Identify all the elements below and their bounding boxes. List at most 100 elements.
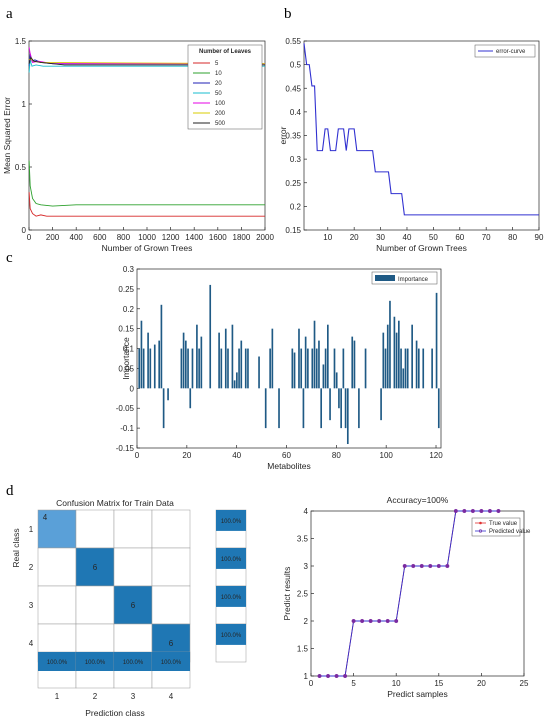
confusion-matrix: Confusion Matrix for Train Data416263641… [11, 498, 247, 718]
col-summary-value: 100.0% [47, 660, 68, 666]
importance-bar [184, 340, 187, 389]
series-line-5 [28, 192, 265, 217]
importance-bar [411, 324, 413, 389]
x-tick-label: 1800 [233, 233, 251, 242]
predicted-point [368, 618, 373, 624]
importance-bar [180, 348, 183, 389]
predicted-point [428, 563, 433, 569]
x-tick-label: 30 [376, 233, 385, 242]
panel-letter-b: b [284, 6, 292, 22]
y-tick-label: 0.45 [285, 84, 301, 93]
x-tick-label: 0 [135, 451, 140, 460]
cm-cell [37, 585, 77, 625]
row-summary-fill [216, 624, 246, 645]
chart-title: Accuracy=100% [387, 495, 449, 505]
row-summary-value: 100.0% [221, 557, 242, 563]
importance-bar [320, 388, 323, 429]
importance-chart: 0 20 40 60 80 100 120 -0.15 -0.1 -0.05 0 0.05 0.1 0.1… [116, 265, 443, 471]
importance-bar [167, 388, 169, 401]
x-tick-label: 2000 [256, 233, 274, 242]
importance-bar [278, 388, 280, 429]
importance-bar [353, 340, 356, 389]
importance-bar [209, 284, 212, 389]
importance-bar [342, 348, 345, 389]
importance-bar [380, 388, 382, 421]
predicted-point [462, 508, 467, 514]
importance-bar [187, 348, 189, 389]
predicted-point [487, 508, 492, 514]
y-tick-label: 0.3 [290, 155, 302, 164]
legend-marker [479, 521, 482, 525]
x-tick-label: 90 [535, 233, 544, 242]
importance-bar [417, 348, 420, 389]
x-tick-label: 60 [455, 233, 464, 242]
col-summary-value: 100.0% [123, 660, 144, 666]
y-tick-label: 0.2 [123, 305, 135, 314]
x-axis-label: Number of Grown Trees [376, 243, 467, 253]
x-tick-label: 120 [429, 451, 443, 460]
true-value-line [319, 510, 499, 677]
importance-bar [318, 340, 320, 389]
col-summary-value: 100.0% [85, 660, 106, 666]
legend-label: Importance [398, 277, 429, 283]
x-tick-label: 200 [46, 233, 60, 242]
col-class-label: 4 [169, 692, 174, 701]
predicted-point [411, 563, 416, 569]
importance-bar [191, 348, 194, 389]
predicted-point [445, 563, 450, 569]
importance-bar [435, 292, 438, 389]
x-tick-label: 0 [309, 679, 314, 688]
importance-bar [393, 316, 396, 389]
legend-box [474, 44, 536, 58]
y-tick-label: 0.4 [290, 108, 302, 117]
row-summary-fill [216, 586, 246, 607]
legend-marker [478, 529, 483, 533]
row-class-label: 1 [29, 525, 34, 534]
y-tick-label: 3 [304, 562, 309, 571]
y-tick-label: 0.25 [285, 179, 301, 188]
predicted-point [325, 673, 331, 679]
x-tick-label: 50 [429, 233, 438, 242]
predicted-point [470, 508, 475, 514]
importance-bar [162, 388, 165, 429]
col-summary-fill [152, 652, 190, 671]
legend-label: 50 [215, 91, 222, 97]
importance-bar [437, 388, 440, 429]
prediction-chart: 0 5 10 15 20 25 1 1.5 2 2.5 3 3.5 4 Predict samples Pr… [282, 495, 531, 699]
predicted-point [317, 673, 322, 679]
importance-bar [340, 388, 342, 429]
predicted-point [453, 508, 458, 514]
importance-bar [338, 388, 340, 409]
x-tick-label: 400 [70, 233, 84, 242]
legend-swatch [375, 275, 395, 281]
panel-letter-a: a [6, 6, 13, 22]
importance-bar [269, 348, 271, 389]
importance-bar [240, 340, 243, 389]
y-tick-label: 0.5 [15, 163, 27, 172]
y-tick-label: -0.1 [120, 424, 134, 433]
mse-chart: 0 200 400 600 800 1000 1200 1400 1600 1800 200000.… [2, 37, 274, 253]
x-tick-label: 80 [508, 233, 517, 242]
row-summary-value: 100.0% [221, 519, 242, 525]
x-tick-label: 40 [403, 233, 412, 242]
cm-cell-value: 4 [43, 513, 48, 522]
x-tick-label: 1200 [162, 233, 180, 242]
y-tick-label: 0.1 [123, 345, 135, 354]
col-summary-fill [114, 652, 152, 671]
predicted-value-line [319, 510, 499, 677]
importance-bar [200, 336, 203, 389]
importance-bar [404, 348, 407, 389]
x-tick-label: 600 [93, 233, 107, 242]
y-axis-label: Importance [121, 337, 131, 380]
y-tick-label: 4 [304, 507, 309, 516]
y-tick-label: 0.3 [123, 265, 135, 274]
importance-bar [398, 320, 400, 389]
series-line-10 [28, 160, 265, 207]
importance-bar [395, 332, 398, 389]
importance-bar [244, 348, 247, 389]
x-tick-label: 40 [232, 451, 241, 460]
row-summary-value: 100.0% [221, 595, 242, 601]
cm-cell-value: 6 [169, 639, 174, 648]
legend-box [187, 44, 263, 130]
